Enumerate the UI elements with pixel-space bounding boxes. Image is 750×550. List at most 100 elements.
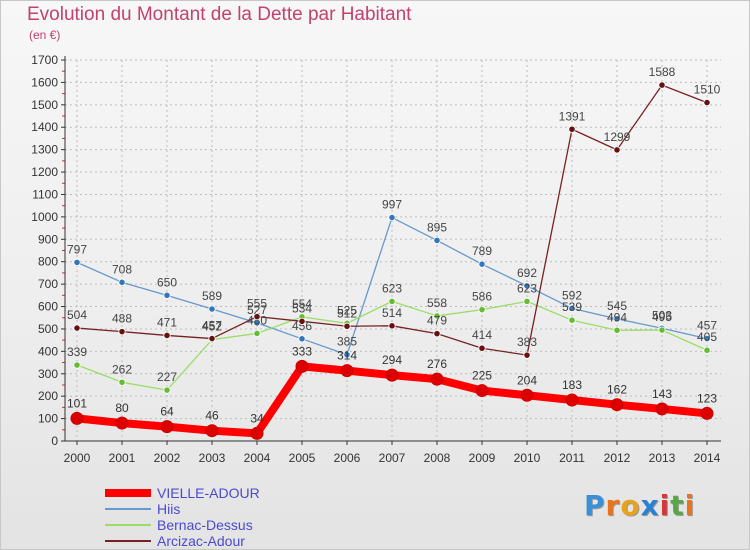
y-tick-label: 1100 bbox=[32, 187, 58, 201]
data-label: 554 bbox=[292, 297, 312, 311]
data-label: 333 bbox=[292, 344, 312, 358]
data-label: 650 bbox=[157, 275, 177, 289]
data-point bbox=[115, 416, 129, 430]
data-point bbox=[118, 328, 126, 336]
data-point bbox=[433, 236, 441, 245]
x-tick-label: 2013 bbox=[649, 451, 676, 465]
data-point bbox=[478, 260, 486, 268]
logo-letter: t bbox=[670, 489, 685, 522]
data-label: 514 bbox=[382, 306, 402, 320]
data-point bbox=[208, 305, 216, 313]
data-label: 555 bbox=[247, 297, 267, 311]
logo-letter: P bbox=[584, 489, 606, 522]
logo-letter: i bbox=[684, 489, 696, 522]
data-label: 997 bbox=[382, 198, 402, 212]
data-label: 46 bbox=[205, 409, 219, 423]
data-label: 262 bbox=[112, 362, 132, 376]
data-label: 457 bbox=[202, 319, 222, 333]
data-point bbox=[700, 406, 714, 420]
y-tick-label: 1400 bbox=[31, 120, 58, 134]
logo-letter: x bbox=[640, 489, 660, 522]
data-label: 1391 bbox=[559, 109, 586, 123]
logo-letter: r bbox=[605, 489, 621, 522]
x-tick-label: 2006 bbox=[334, 451, 361, 465]
data-point bbox=[73, 258, 81, 266]
data-point bbox=[118, 278, 126, 286]
data-point bbox=[613, 315, 621, 323]
data-label: 1299 bbox=[604, 130, 631, 144]
data-point bbox=[523, 297, 531, 305]
data-label: 504 bbox=[67, 308, 87, 322]
data-label: 488 bbox=[112, 312, 132, 326]
data-label: 503 bbox=[652, 308, 672, 322]
data-label: 314 bbox=[337, 349, 357, 363]
data-point bbox=[658, 81, 666, 89]
y-tick-label: 0 bbox=[51, 434, 58, 448]
y-tick-label: 1000 bbox=[31, 210, 58, 224]
data-label: 527 bbox=[247, 303, 267, 317]
data-label: 708 bbox=[112, 262, 132, 276]
data-label: 123 bbox=[697, 391, 717, 405]
chart-subtitle: (en €) bbox=[29, 28, 61, 42]
proxiti-logo: Proxiti bbox=[584, 489, 695, 522]
x-tick-label: 2007 bbox=[379, 451, 406, 465]
data-point bbox=[343, 322, 351, 330]
data-label: 204 bbox=[517, 373, 537, 387]
data-point bbox=[568, 316, 576, 324]
data-label: 525 bbox=[337, 303, 357, 317]
data-point bbox=[298, 335, 306, 343]
data-point bbox=[568, 125, 576, 133]
data-label: 692 bbox=[517, 266, 537, 280]
y-tick-label: 900 bbox=[38, 232, 58, 246]
data-label: 534 bbox=[292, 301, 312, 315]
y-tick-label: 400 bbox=[38, 344, 58, 358]
data-point bbox=[613, 326, 621, 334]
data-label: 1588 bbox=[649, 65, 676, 79]
data-point bbox=[523, 282, 531, 290]
data-point bbox=[163, 291, 171, 299]
data-point bbox=[73, 361, 81, 369]
data-point bbox=[388, 322, 396, 330]
data-point bbox=[250, 426, 264, 440]
data-label: 294 bbox=[382, 353, 402, 367]
data-point bbox=[208, 334, 216, 343]
data-point bbox=[253, 329, 261, 338]
data-label: 471 bbox=[157, 315, 177, 329]
data-label: 479 bbox=[427, 314, 447, 328]
data-point bbox=[658, 326, 666, 334]
y-tick-label: 1700 bbox=[31, 53, 58, 67]
legend-swatch bbox=[105, 489, 151, 497]
data-label: 1510 bbox=[694, 83, 721, 97]
legend-label: Hiis bbox=[157, 501, 181, 517]
data-label: 480 bbox=[247, 313, 267, 327]
data-point bbox=[388, 213, 396, 222]
x-tick-label: 2000 bbox=[64, 451, 91, 465]
data-label: 452 bbox=[202, 320, 222, 334]
data-point bbox=[205, 424, 219, 438]
y-tick-label: 300 bbox=[38, 367, 58, 381]
data-point bbox=[478, 306, 486, 314]
data-label: 623 bbox=[517, 281, 537, 295]
data-point bbox=[613, 146, 621, 154]
data-point bbox=[160, 420, 174, 434]
data-point bbox=[523, 351, 531, 359]
data-point bbox=[163, 331, 171, 340]
data-label: 183 bbox=[562, 378, 582, 392]
data-label: 797 bbox=[67, 242, 87, 256]
data-label: 162 bbox=[607, 383, 627, 397]
data-label: 276 bbox=[427, 357, 447, 371]
data-point bbox=[703, 334, 711, 343]
y-tick-label: 700 bbox=[38, 277, 58, 291]
data-point bbox=[388, 297, 396, 305]
legend-label: Arcizac-Adour bbox=[157, 533, 245, 549]
data-point bbox=[343, 351, 351, 359]
data-label: 64 bbox=[160, 405, 174, 419]
data-label: 34 bbox=[250, 411, 264, 425]
logo-letter: i bbox=[659, 489, 671, 522]
data-point bbox=[70, 411, 84, 425]
data-label: 385 bbox=[337, 335, 357, 349]
data-label: 457 bbox=[697, 319, 717, 333]
data-point bbox=[253, 313, 261, 321]
x-tick-label: 2008 bbox=[424, 451, 451, 465]
x-tick-label: 2003 bbox=[199, 451, 226, 465]
